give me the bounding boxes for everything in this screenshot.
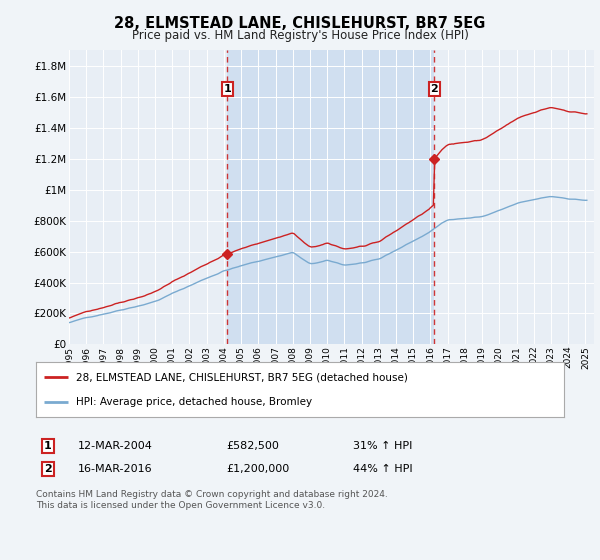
Text: 2: 2 xyxy=(44,464,52,474)
Text: Contains HM Land Registry data © Crown copyright and database right 2024.
This d: Contains HM Land Registry data © Crown c… xyxy=(36,490,388,510)
Text: 28, ELMSTEAD LANE, CHISLEHURST, BR7 5EG: 28, ELMSTEAD LANE, CHISLEHURST, BR7 5EG xyxy=(115,16,485,31)
Text: Price paid vs. HM Land Registry's House Price Index (HPI): Price paid vs. HM Land Registry's House … xyxy=(131,29,469,42)
Text: 31% ↑ HPI: 31% ↑ HPI xyxy=(353,441,412,451)
Text: £582,500: £582,500 xyxy=(226,441,279,451)
Text: 1: 1 xyxy=(44,441,52,451)
Text: 44% ↑ HPI: 44% ↑ HPI xyxy=(353,464,412,474)
Text: 1: 1 xyxy=(223,84,231,94)
Text: 16-MAR-2016: 16-MAR-2016 xyxy=(78,464,153,474)
Text: 28, ELMSTEAD LANE, CHISLEHURST, BR7 5EG (detached house): 28, ELMSTEAD LANE, CHISLEHURST, BR7 5EG … xyxy=(76,372,407,382)
Text: 2: 2 xyxy=(430,84,438,94)
Text: £1,200,000: £1,200,000 xyxy=(226,464,289,474)
Text: 12-MAR-2004: 12-MAR-2004 xyxy=(78,441,153,451)
Text: HPI: Average price, detached house, Bromley: HPI: Average price, detached house, Brom… xyxy=(76,398,312,407)
Bar xyxy=(227,50,434,344)
